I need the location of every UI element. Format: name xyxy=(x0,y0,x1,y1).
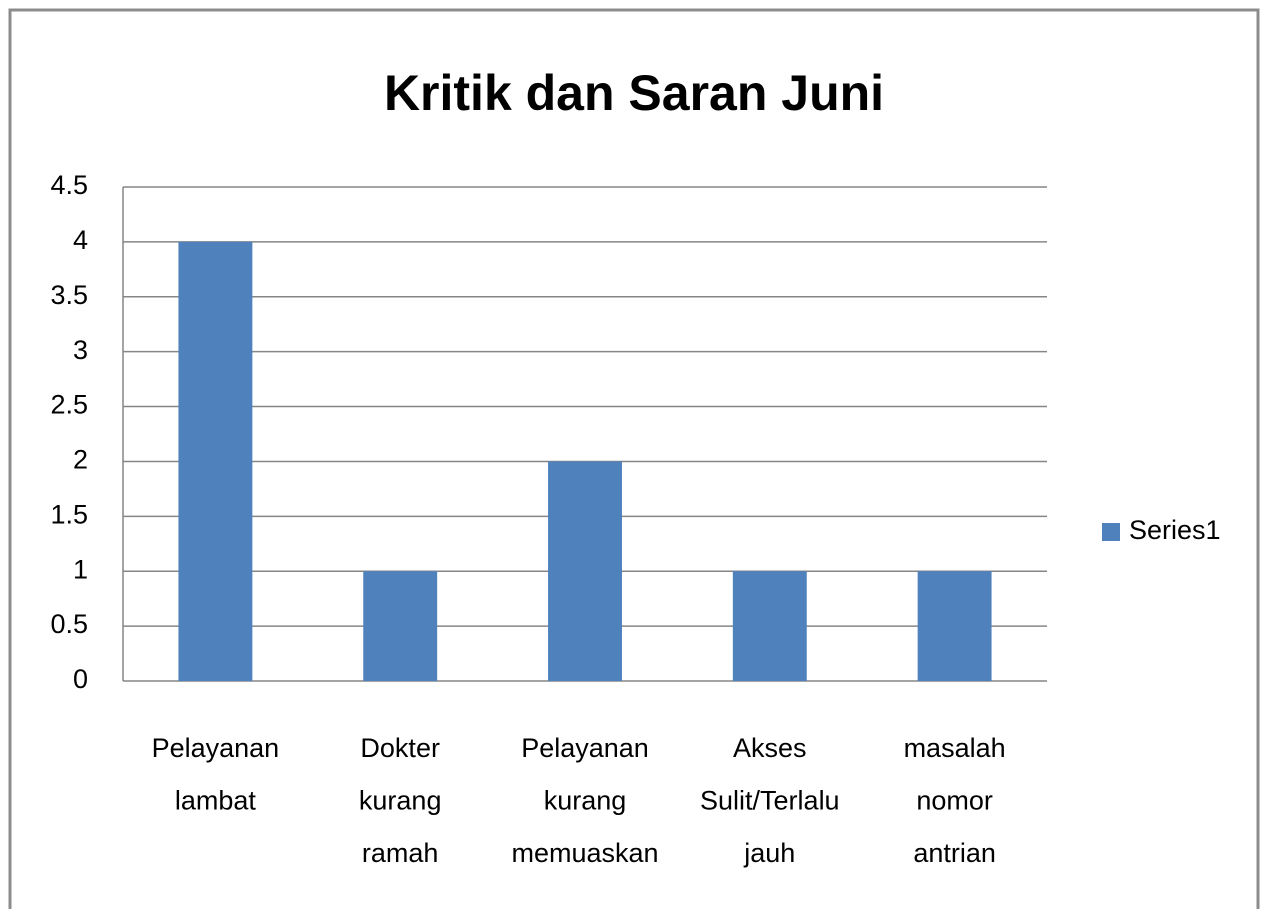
bar xyxy=(363,571,438,681)
bar xyxy=(732,571,807,681)
y-tick-label: 2.5 xyxy=(50,390,88,420)
bar xyxy=(548,461,622,681)
y-tick-label: 2 xyxy=(73,445,88,475)
bar xyxy=(917,571,992,681)
y-tick-label: 3.5 xyxy=(50,280,88,310)
x-tick-label: Dokter kurang ramah xyxy=(359,733,442,868)
legend-swatch xyxy=(1102,523,1120,541)
y-tick-label: 4 xyxy=(73,225,88,255)
legend-label: Series1 xyxy=(1129,515,1221,545)
x-tick-label: Akses Sulit/Terlalu jauh xyxy=(700,733,840,868)
y-tick-label: 0.5 xyxy=(50,609,88,639)
y-tick-label: 1.5 xyxy=(50,499,88,529)
y-tick-label: 0 xyxy=(73,664,88,694)
x-tick-label: masalah nomor antrian xyxy=(904,733,1006,868)
x-tick-label: Pelayanan kurang memuaskan xyxy=(511,733,658,868)
y-tick-label: 1 xyxy=(73,554,88,584)
chart-title: Kritik dan Saran Juni xyxy=(384,65,884,121)
x-tick-label: Pelayanan lambat xyxy=(152,733,280,816)
y-tick-label: 3 xyxy=(73,335,88,365)
bar xyxy=(178,241,253,681)
y-tick-label: 4.5 xyxy=(50,170,88,200)
